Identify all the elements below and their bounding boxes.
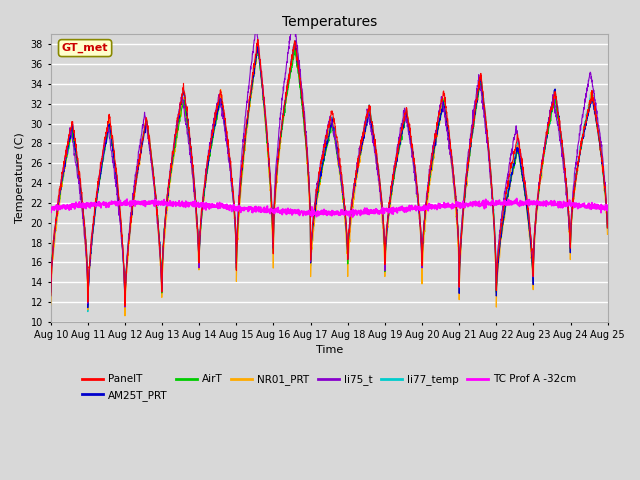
Text: GT_met: GT_met [62, 43, 108, 53]
Legend: PanelT, AM25T_PRT, AirT, NR01_PRT, li75_t, li77_temp, TC Prof A -32cm: PanelT, AM25T_PRT, AirT, NR01_PRT, li75_… [78, 370, 580, 405]
Title: Temperatures: Temperatures [282, 15, 377, 29]
Y-axis label: Temperature (C): Temperature (C) [15, 133, 25, 224]
X-axis label: Time: Time [316, 345, 343, 355]
